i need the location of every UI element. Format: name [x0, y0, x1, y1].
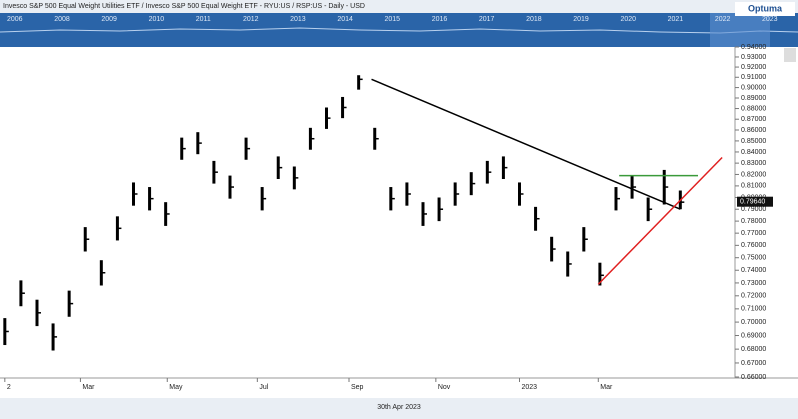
- trendline: [371, 78, 681, 210]
- navigator-year: 2018: [526, 16, 542, 23]
- navigator-year: 2008: [54, 16, 70, 23]
- y-tick-label: 0.74000: [741, 267, 766, 274]
- x-tick-label: Jul: [259, 384, 268, 391]
- x-tick-label: Nov: [438, 384, 451, 391]
- x-tick-label: 2023: [521, 384, 537, 391]
- navigator[interactable]: [0, 13, 798, 47]
- y-tick-label: 0.82000: [741, 171, 766, 178]
- y-tick-label: 0.90000: [741, 84, 766, 91]
- y-tick-label: 0.87000: [741, 116, 766, 123]
- navigator-year: 2023: [762, 16, 778, 23]
- navigator-year: 2020: [620, 16, 636, 23]
- navigator-year: 2021: [668, 16, 684, 23]
- y-tick-label: 0.86000: [741, 127, 766, 134]
- navigator-year: 2009: [101, 16, 117, 23]
- y-tick-label: 0.94000: [741, 44, 766, 51]
- navigator-year: 2014: [337, 16, 353, 23]
- footer: [0, 398, 798, 419]
- y-tick-label: 0.66000: [741, 374, 766, 381]
- navigator-line: [0, 27, 798, 34]
- y-tick-label: 0.67000: [741, 360, 766, 367]
- navigator-window[interactable]: [710, 13, 770, 47]
- navigator-year: 2012: [243, 16, 259, 23]
- y-tick-label: 0.68000: [741, 346, 766, 353]
- x-tick-label: 2: [7, 384, 11, 391]
- chart-title: Invesco S&P 500 Equal Weight Utilities E…: [3, 3, 365, 10]
- last-value-box: [737, 196, 773, 207]
- navigator-year: 2011: [196, 16, 211, 23]
- plot-area: [0, 47, 735, 377]
- y-tick-label: 0.70000: [741, 319, 766, 326]
- y-tick-label: 0.75000: [741, 255, 766, 262]
- x-tick-label: Sep: [351, 384, 364, 391]
- navigator-year: 2017: [479, 16, 495, 23]
- brand: Optuma: [748, 3, 783, 13]
- navigator-year: 2006: [7, 16, 23, 23]
- y-tick-label: 0.89000: [741, 95, 766, 102]
- trendline: [597, 157, 723, 285]
- y-tick-label: 0.72000: [741, 293, 766, 300]
- y-tick-label: 0.88000: [741, 105, 766, 112]
- navigator-year: 2022: [715, 16, 731, 23]
- y-tick-label: 0.92000: [741, 64, 766, 71]
- y-tick-label: 0.69000: [741, 332, 766, 339]
- y-tick-label: 0.91000: [741, 74, 766, 81]
- y-tick-label: 0.78000: [741, 218, 766, 225]
- navigator-year: 2016: [432, 16, 448, 23]
- y-tick-label: 0.83000: [741, 160, 766, 167]
- y-tick-label: 0.76000: [741, 242, 766, 249]
- y-tick-label: 0.79000: [741, 206, 766, 213]
- title-bar: [0, 0, 798, 13]
- y-tick-label: 0.85000: [741, 138, 766, 145]
- x-tick-label: Mar: [600, 384, 613, 391]
- y-tick-label: 0.84000: [741, 149, 766, 156]
- x-tick-label: May: [169, 384, 183, 391]
- navigator-year: 2010: [149, 16, 165, 23]
- brand-box: [735, 2, 795, 16]
- navigator-year: 2019: [573, 16, 589, 23]
- lock-button[interactable]: [784, 48, 796, 62]
- navigator-year: 2013: [290, 16, 306, 23]
- x-tick-label: Mar: [82, 384, 95, 391]
- y-tick-label: 0.73000: [741, 280, 766, 287]
- navigator-year: 2015: [385, 16, 401, 23]
- y-tick-label: 0.71000: [741, 306, 766, 313]
- y-tick-label: 0.93000: [741, 54, 766, 61]
- last-value-label: 0.79640: [740, 199, 765, 206]
- y-tick-label: 0.81000: [741, 183, 766, 190]
- y-tick-label: 0.77000: [741, 230, 766, 237]
- x-axis-label: 30th Apr 2023: [377, 404, 421, 411]
